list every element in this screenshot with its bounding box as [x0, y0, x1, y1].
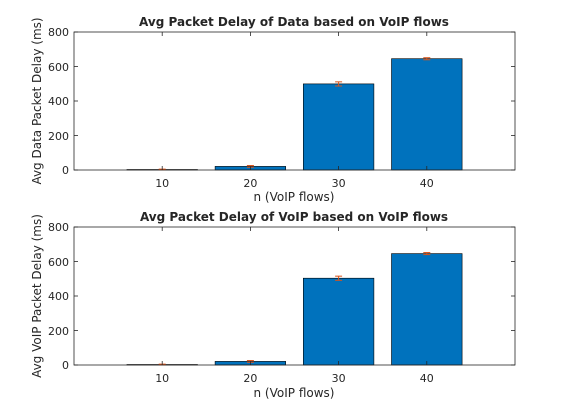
data-delay-chart: Avg Packet Delay of Data based on VoIP f… [30, 15, 516, 204]
x-axis-label: n (VoIP flows) [254, 190, 335, 204]
chart-title: Avg Packet Delay of VoIP based on VoIP f… [140, 210, 448, 224]
x-axis-ticks: 10 20 30 40 [155, 227, 434, 385]
x-tick-label: 40 [420, 372, 434, 385]
y-tick-label: 600 [48, 61, 69, 74]
x-tick-label: 20 [243, 177, 257, 190]
error-bars [158, 57, 431, 171]
x-axis-ticks: 10 20 30 40 [155, 32, 434, 190]
bar [302, 277, 375, 366]
x-tick-label: 40 [420, 177, 434, 190]
x-tick-label: 20 [243, 372, 257, 385]
x-tick-label: 30 [332, 177, 346, 190]
bar [302, 83, 375, 171]
bar [391, 58, 463, 171]
y-axis-label: Avg Data Packet Delay (ms) [30, 17, 44, 184]
x-tick-label: 30 [332, 372, 346, 385]
y-axis-ticks: 0 200 400 600 800 [48, 26, 515, 177]
voip-delay-chart: Avg Packet Delay of VoIP based on VoIP f… [30, 210, 516, 400]
y-tick-label: 400 [48, 290, 69, 303]
y-tick-label: 0 [62, 359, 69, 372]
bars [126, 253, 463, 366]
y-tick-label: 400 [48, 95, 69, 108]
y-axis-label: Avg VoIP Packet Delay (ms) [30, 214, 44, 378]
chart-title: Avg Packet Delay of Data based on VoIP f… [139, 15, 449, 29]
y-tick-label: 0 [62, 164, 69, 177]
y-tick-label: 800 [48, 26, 69, 39]
y-tick-label: 800 [48, 221, 69, 234]
bar [391, 253, 463, 366]
y-tick-label: 600 [48, 256, 69, 269]
y-axis-ticks: 0 200 400 600 800 [48, 221, 515, 372]
x-axis-label: n (VoIP flows) [254, 386, 335, 400]
y-tick-label: 200 [48, 130, 69, 143]
y-tick-label: 200 [48, 325, 69, 338]
x-tick-label: 10 [155, 372, 169, 385]
error-bars [158, 252, 431, 366]
x-tick-label: 10 [155, 177, 169, 190]
bars [126, 58, 463, 171]
